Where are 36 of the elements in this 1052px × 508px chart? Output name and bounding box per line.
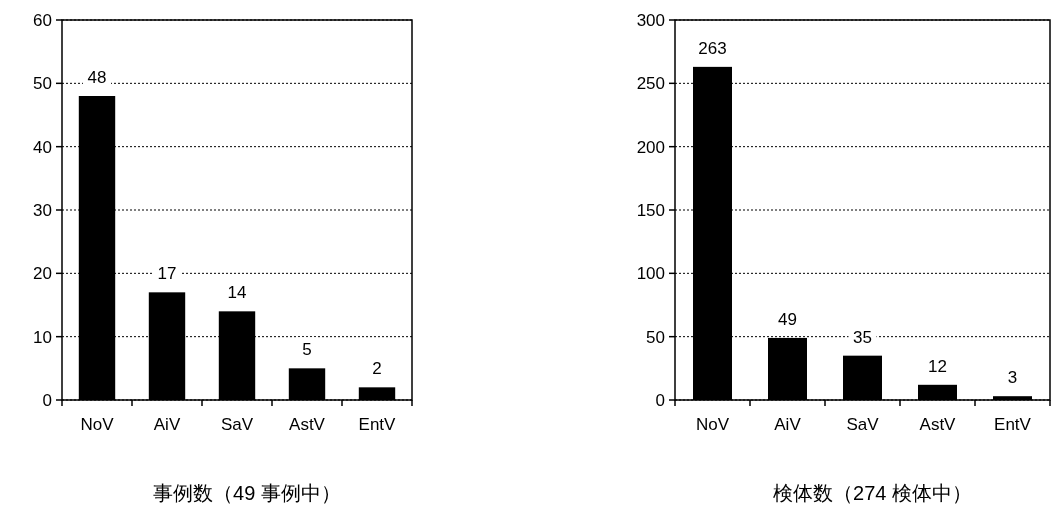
y-tick-label: 50 <box>33 74 52 94</box>
y-tick-label: 50 <box>646 327 665 347</box>
y-tick-label: 20 <box>33 264 52 284</box>
y-tick-label: 250 <box>636 74 665 94</box>
x-tick-label: NoV <box>695 415 730 434</box>
x-tick-label: AiV <box>774 415 802 434</box>
x-tick-label: AiV <box>153 415 181 434</box>
data-label: 48 <box>87 68 107 87</box>
x-tick-label: SaV <box>846 415 880 434</box>
data-label: 12 <box>928 356 947 376</box>
data-label: 5 <box>302 340 312 360</box>
data-label: 14 <box>227 283 247 303</box>
y-tick-label: 300 <box>636 11 665 30</box>
x-axis-title: 検体数（274 検体中） <box>773 482 972 504</box>
data-label: 2 <box>372 359 382 379</box>
x-tick-label: AstV <box>919 415 957 434</box>
data-label: 17 <box>157 264 177 284</box>
x-tick-label: AstV <box>289 415 326 434</box>
y-tick-label: 40 <box>33 137 52 157</box>
y-tick-label: 10 <box>33 327 52 347</box>
data-label: 35 <box>853 327 872 347</box>
y-tick-label: 30 <box>33 201 52 220</box>
x-axis-title: 事例数（49 事例中） <box>153 482 341 504</box>
x-tick-label: SaV <box>220 415 254 434</box>
x-tick-label: EntV <box>994 415 1032 434</box>
data-label: 49 <box>778 309 797 329</box>
data-label: 263 <box>698 38 727 58</box>
y-tick-label: 200 <box>636 137 665 157</box>
data-label: 3 <box>1007 368 1018 388</box>
y-tick-label: 0 <box>655 391 665 410</box>
y-tick-label: 150 <box>636 201 665 220</box>
x-tick-label: EntV <box>358 415 397 434</box>
x-tick-label: NoV <box>80 415 115 434</box>
y-tick-label: 0 <box>42 391 52 410</box>
y-tick-label: 100 <box>636 264 665 284</box>
y-tick-label: 60 <box>33 11 52 30</box>
